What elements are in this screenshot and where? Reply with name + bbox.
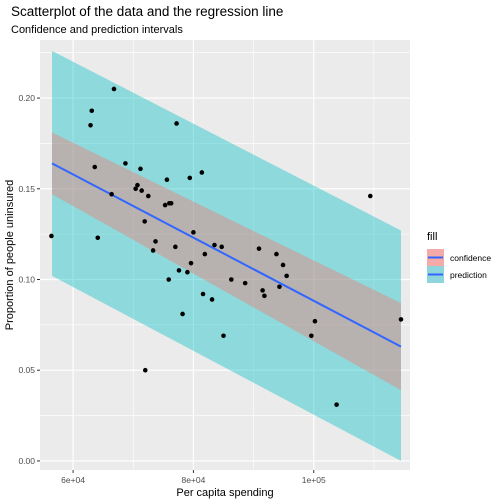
data-point [142, 367, 148, 373]
data-point [312, 318, 318, 324]
minor-gridlines [40, 40, 410, 470]
y-tick-label: 0.20 [18, 93, 35, 103]
data-point [398, 317, 404, 322]
data-point [262, 293, 267, 299]
data-point [309, 333, 314, 339]
data-point [123, 161, 128, 166]
data-point [168, 200, 174, 206]
x-tick-label: 8e+04 [181, 475, 205, 485]
data-point [109, 191, 114, 197]
data-point [135, 182, 140, 188]
data-point [188, 260, 194, 266]
data-point [187, 175, 193, 181]
confidence-band [52, 132, 401, 391]
legend-item-prediction: prediction [427, 266, 487, 283]
data-point [277, 284, 282, 290]
y-tick-label: 0.15 [18, 184, 35, 194]
data-point [191, 230, 196, 235]
data-point [164, 177, 170, 183]
chart-title: Scatterplot of the data and the regressi… [11, 4, 283, 19]
data-point [367, 193, 373, 199]
data-point [173, 244, 178, 250]
data-point [209, 297, 215, 302]
data-point [49, 233, 54, 239]
legend-label-confidence: confidence [450, 253, 491, 263]
data-point [145, 193, 151, 199]
y-axis-ticks: 0.00 0.05 0.10 0.15 0.20 [18, 93, 40, 466]
data-point [202, 251, 208, 257]
legend-item-confidence: confidence [427, 249, 491, 266]
data-point [174, 121, 179, 126]
data-point [200, 291, 206, 297]
data-point [89, 108, 95, 114]
data-point [111, 86, 117, 92]
legend-title: fill [427, 231, 437, 243]
data-point [242, 280, 248, 286]
data-point [150, 248, 156, 253]
major-gridlines [40, 40, 410, 470]
data-point [280, 262, 286, 268]
data-point [180, 311, 185, 317]
data-point [256, 246, 262, 251]
data-point [176, 268, 182, 273]
y-tick-label: 0.10 [18, 274, 35, 284]
y-tick-label: 0.00 [18, 456, 35, 466]
data-point [260, 288, 265, 293]
data-point [219, 244, 224, 250]
x-tick-label: 6e+04 [61, 475, 85, 485]
data-point [142, 219, 147, 224]
y-axis-label: Proportion of people uninsured [4, 180, 16, 330]
data-point [162, 202, 168, 208]
chart-subtitle: Confidence and prediction intervals [11, 24, 183, 36]
data-point [138, 166, 143, 172]
data-point [284, 273, 289, 279]
data-point [212, 242, 217, 248]
data-point [88, 122, 93, 128]
x-axis-label: Per capita spending [176, 487, 273, 499]
legend-label-prediction: prediction [450, 270, 487, 280]
x-tick-label: 1e+05 [302, 475, 326, 485]
data-point [153, 239, 158, 244]
data-point [274, 251, 279, 257]
legend: fill confidence prediction [427, 231, 491, 283]
x-axis-ticks: 6e+04 8e+04 1e+05 [61, 470, 326, 485]
data-point [139, 188, 144, 193]
data-point [334, 402, 339, 407]
data-point [221, 333, 226, 339]
data-point [199, 170, 205, 175]
data-point [133, 186, 138, 192]
data-point [92, 164, 98, 170]
y-tick-label: 0.05 [18, 365, 35, 375]
data-point [166, 277, 172, 282]
data-point [95, 235, 101, 241]
data-points [49, 86, 404, 407]
data-point [185, 269, 190, 275]
data-point [229, 277, 234, 282]
